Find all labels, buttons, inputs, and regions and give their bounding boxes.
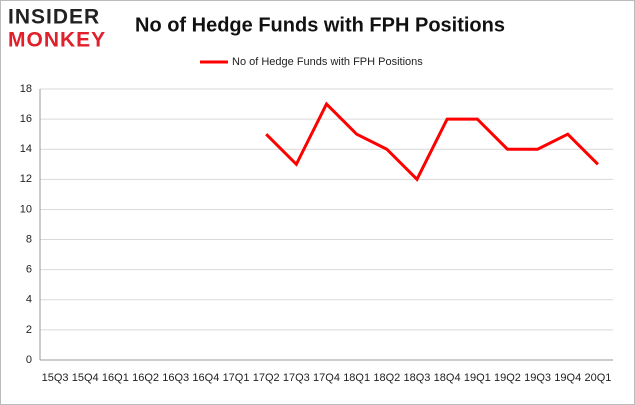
x-tick-label: 17Q1 [223, 372, 250, 384]
x-tick-label: 17Q3 [283, 372, 310, 384]
logo-line2: MONKEY [8, 29, 106, 52]
x-tick-label: 19Q2 [494, 372, 521, 384]
y-tick-label: 2 [26, 324, 32, 336]
x-tick-label: 15Q4 [72, 372, 99, 384]
x-tick-label: 18Q2 [373, 372, 400, 384]
x-tick-label: 19Q1 [464, 372, 491, 384]
y-tick-label: 0 [26, 354, 32, 366]
logo-line1: INSIDER [8, 6, 100, 29]
x-tick-label: 18Q4 [434, 372, 461, 384]
x-tick-label: 19Q3 [524, 372, 551, 384]
x-tick-label: 17Q2 [253, 372, 280, 384]
y-tick-label: 6 [26, 264, 32, 276]
x-tick-label: 18Q3 [404, 372, 431, 384]
y-tick-label: 12 [20, 173, 32, 185]
chart-title: No of Hedge Funds with FPH Positions [135, 14, 505, 36]
y-tick-label: 8 [26, 233, 32, 245]
legend-label: No of Hedge Funds with FPH Positions [232, 56, 423, 68]
data-line [265, 101, 599, 182]
y-tick-label: 18 [20, 83, 32, 95]
y-tick-label: 14 [20, 143, 32, 155]
y-tick-label: 4 [26, 294, 32, 306]
x-tick-label: 15Q3 [42, 372, 69, 384]
y-tick-label: 10 [20, 203, 32, 215]
x-tick-label: 20Q1 [584, 372, 611, 384]
x-tick-label: 18Q1 [343, 372, 370, 384]
x-tick-label: 16Q2 [132, 372, 159, 384]
x-tick-label: 16Q3 [162, 372, 189, 384]
x-tick-label: 16Q4 [192, 372, 219, 384]
y-tick-label: 16 [20, 113, 32, 125]
x-tick-label: 16Q1 [102, 372, 129, 384]
x-tick-label: 19Q4 [554, 372, 581, 384]
x-tick-label: 17Q4 [313, 372, 340, 384]
